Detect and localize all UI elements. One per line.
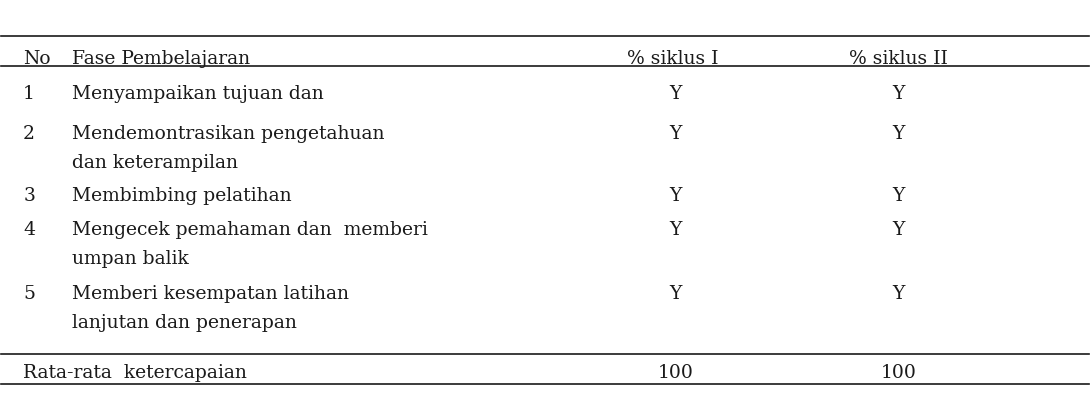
Text: Fase Pembelajaran: Fase Pembelajaran	[72, 50, 251, 68]
Text: 3: 3	[23, 186, 35, 205]
Text: Y: Y	[669, 125, 681, 143]
Text: Y: Y	[669, 284, 681, 302]
Text: Memberi kesempatan latihan: Memberi kesempatan latihan	[72, 284, 349, 302]
Text: 5: 5	[23, 284, 35, 302]
Text: 100: 100	[657, 363, 693, 381]
Text: Mendemontrasikan pengetahuan: Mendemontrasikan pengetahuan	[72, 125, 385, 143]
Text: Y: Y	[669, 221, 681, 238]
Text: Y: Y	[892, 186, 905, 205]
Text: 1: 1	[23, 85, 35, 103]
Text: Mengecek pemahaman dan  memberi: Mengecek pemahaman dan memberi	[72, 221, 428, 238]
Text: lanjutan dan penerapan: lanjutan dan penerapan	[72, 313, 296, 331]
Text: % siklus I: % siklus I	[627, 50, 718, 68]
Text: Menyampaikan tujuan dan: Menyampaikan tujuan dan	[72, 85, 324, 103]
Text: 100: 100	[881, 363, 917, 381]
Text: No: No	[23, 50, 51, 68]
Text: Membimbing pelatihan: Membimbing pelatihan	[72, 186, 292, 205]
Text: % siklus II: % siklus II	[849, 50, 948, 68]
Text: 2: 2	[23, 125, 35, 143]
Text: Y: Y	[669, 85, 681, 103]
Text: Y: Y	[892, 221, 905, 238]
Text: 4: 4	[23, 221, 35, 238]
Text: Rata-rata  ketercapaian: Rata-rata ketercapaian	[23, 363, 247, 381]
Text: dan keterampilan: dan keterampilan	[72, 154, 238, 172]
Text: Y: Y	[892, 85, 905, 103]
Text: Y: Y	[892, 125, 905, 143]
Text: Y: Y	[669, 186, 681, 205]
Text: Y: Y	[892, 284, 905, 302]
Text: umpan balik: umpan balik	[72, 249, 189, 267]
